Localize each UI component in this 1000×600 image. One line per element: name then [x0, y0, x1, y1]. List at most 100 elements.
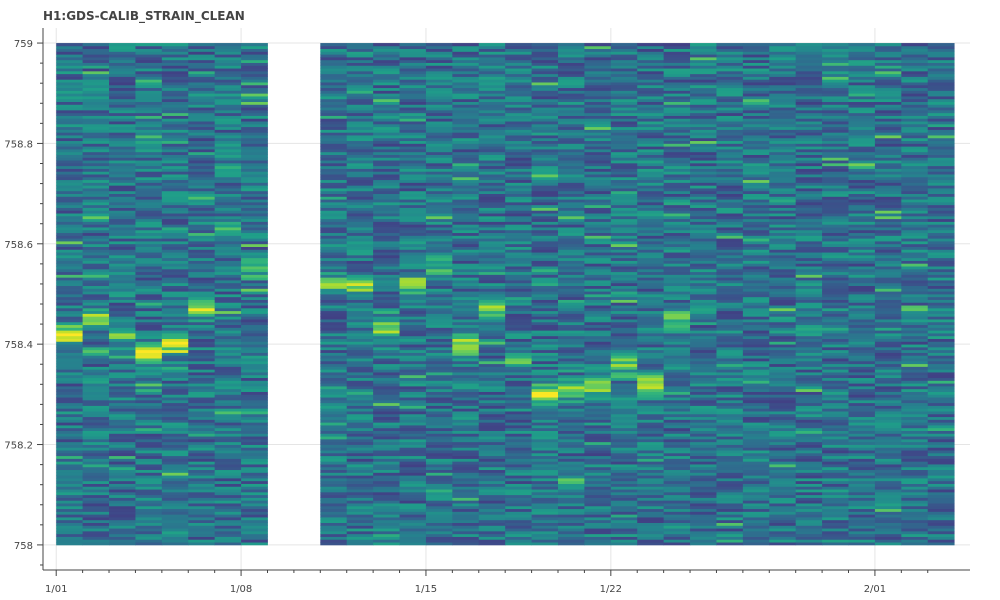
heatmap-cell — [320, 129, 348, 133]
heatmap-cell — [188, 151, 216, 155]
heatmap-cell — [558, 335, 585, 339]
heatmap-cell — [637, 324, 665, 328]
heatmap-cell — [109, 338, 136, 342]
heatmap-cell — [690, 372, 717, 376]
heatmap-cell — [822, 383, 849, 387]
heatmap-cell — [558, 313, 585, 317]
heatmap-cell — [769, 494, 797, 498]
heatmap-cell — [769, 405, 797, 409]
heatmap-cell — [373, 497, 400, 501]
heatmap-cell — [241, 497, 268, 501]
heatmap-cell — [161, 151, 189, 155]
heatmap-cell — [742, 346, 770, 351]
heatmap-cell — [425, 497, 453, 501]
heatmap-cell — [135, 118, 163, 122]
heatmap-cell — [769, 419, 797, 423]
heatmap-cell — [320, 43, 348, 47]
heatmap-cell — [161, 246, 189, 250]
heatmap-cell — [425, 268, 453, 273]
heatmap-cell — [584, 48, 612, 52]
heatmap-cell — [531, 96, 559, 100]
heatmap-cell — [214, 112, 242, 116]
heatmap-cell — [214, 324, 242, 328]
heatmap-cell — [241, 160, 268, 164]
heatmap-cell — [531, 213, 559, 217]
heatmap-cell — [531, 176, 559, 181]
heatmap-cell — [769, 352, 797, 356]
heatmap-cell — [241, 338, 268, 342]
heatmap-cell — [214, 452, 242, 457]
heatmap-cell — [452, 438, 480, 443]
heatmap-cell — [584, 118, 612, 122]
heatmap-cell — [478, 79, 506, 83]
heatmap-cell — [425, 469, 453, 473]
heatmap-cell — [822, 380, 849, 384]
heatmap-cell — [795, 366, 823, 370]
heatmap-cell — [161, 491, 189, 496]
heatmap-cell — [505, 542, 532, 546]
heatmap-cell — [320, 514, 348, 518]
heatmap-cell — [241, 411, 268, 415]
heatmap-cell — [135, 282, 163, 287]
heatmap-cell — [452, 266, 480, 270]
heatmap-cell — [109, 333, 136, 337]
heatmap-cell — [531, 238, 559, 242]
heatmap-cell — [716, 107, 744, 111]
heatmap-cell — [452, 174, 480, 178]
heatmap-cell — [795, 542, 823, 546]
heatmap-cell — [425, 372, 453, 376]
heatmap-cell — [109, 302, 136, 306]
heatmap-cell — [320, 374, 348, 379]
heatmap-cell — [769, 372, 797, 376]
heatmap-cell — [822, 427, 849, 431]
heatmap-cell — [769, 90, 797, 94]
heatmap-cell — [716, 79, 744, 83]
heatmap-cell — [346, 338, 374, 342]
heatmap-cell — [425, 399, 453, 404]
heatmap-cell — [558, 282, 585, 287]
heatmap-cell — [690, 135, 717, 139]
heatmap-cell — [241, 182, 268, 186]
heatmap-cell — [320, 101, 348, 105]
heatmap-cell — [637, 302, 665, 306]
heatmap-cell — [663, 310, 691, 314]
heatmap-cell — [82, 349, 110, 353]
heatmap-cell — [795, 475, 823, 479]
heatmap-cell — [56, 257, 84, 261]
heatmap-cell — [399, 321, 427, 326]
heatmap-cell — [610, 319, 638, 323]
heatmap-cell — [584, 360, 612, 365]
heatmap-cell — [584, 436, 612, 440]
heatmap-cell — [610, 503, 638, 507]
heatmap-cell — [716, 291, 744, 295]
heatmap-cell — [716, 207, 744, 211]
heatmap-cell — [690, 302, 717, 306]
heatmap-cell — [478, 327, 506, 331]
heatmap-cell — [690, 391, 717, 395]
heatmap-cell — [505, 84, 532, 89]
heatmap-cell — [795, 458, 823, 462]
heatmap-cell — [663, 285, 691, 289]
heatmap-cell — [109, 539, 136, 543]
heatmap-cell — [769, 70, 797, 75]
heatmap-cell — [452, 475, 480, 479]
heatmap-cell — [346, 62, 374, 66]
heatmap-cell — [769, 330, 797, 334]
heatmap-cell — [109, 65, 136, 69]
heatmap-cell — [56, 505, 84, 510]
heatmap-cell — [637, 182, 665, 186]
heatmap-cell — [109, 118, 136, 122]
heatmap-cell — [478, 349, 506, 353]
heatmap-cell — [663, 436, 691, 440]
heatmap-cell — [346, 489, 374, 493]
heatmap-cell — [610, 296, 638, 300]
heatmap-cell — [584, 232, 612, 236]
heatmap-cell — [56, 299, 84, 303]
heatmap-cell — [452, 193, 480, 197]
heatmap-cell — [56, 452, 84, 457]
heatmap-cell — [56, 330, 84, 334]
heatmap-cell — [478, 422, 506, 426]
heatmap-cell — [135, 151, 163, 155]
heatmap-cell — [346, 374, 374, 379]
heatmap-cell — [769, 511, 797, 515]
